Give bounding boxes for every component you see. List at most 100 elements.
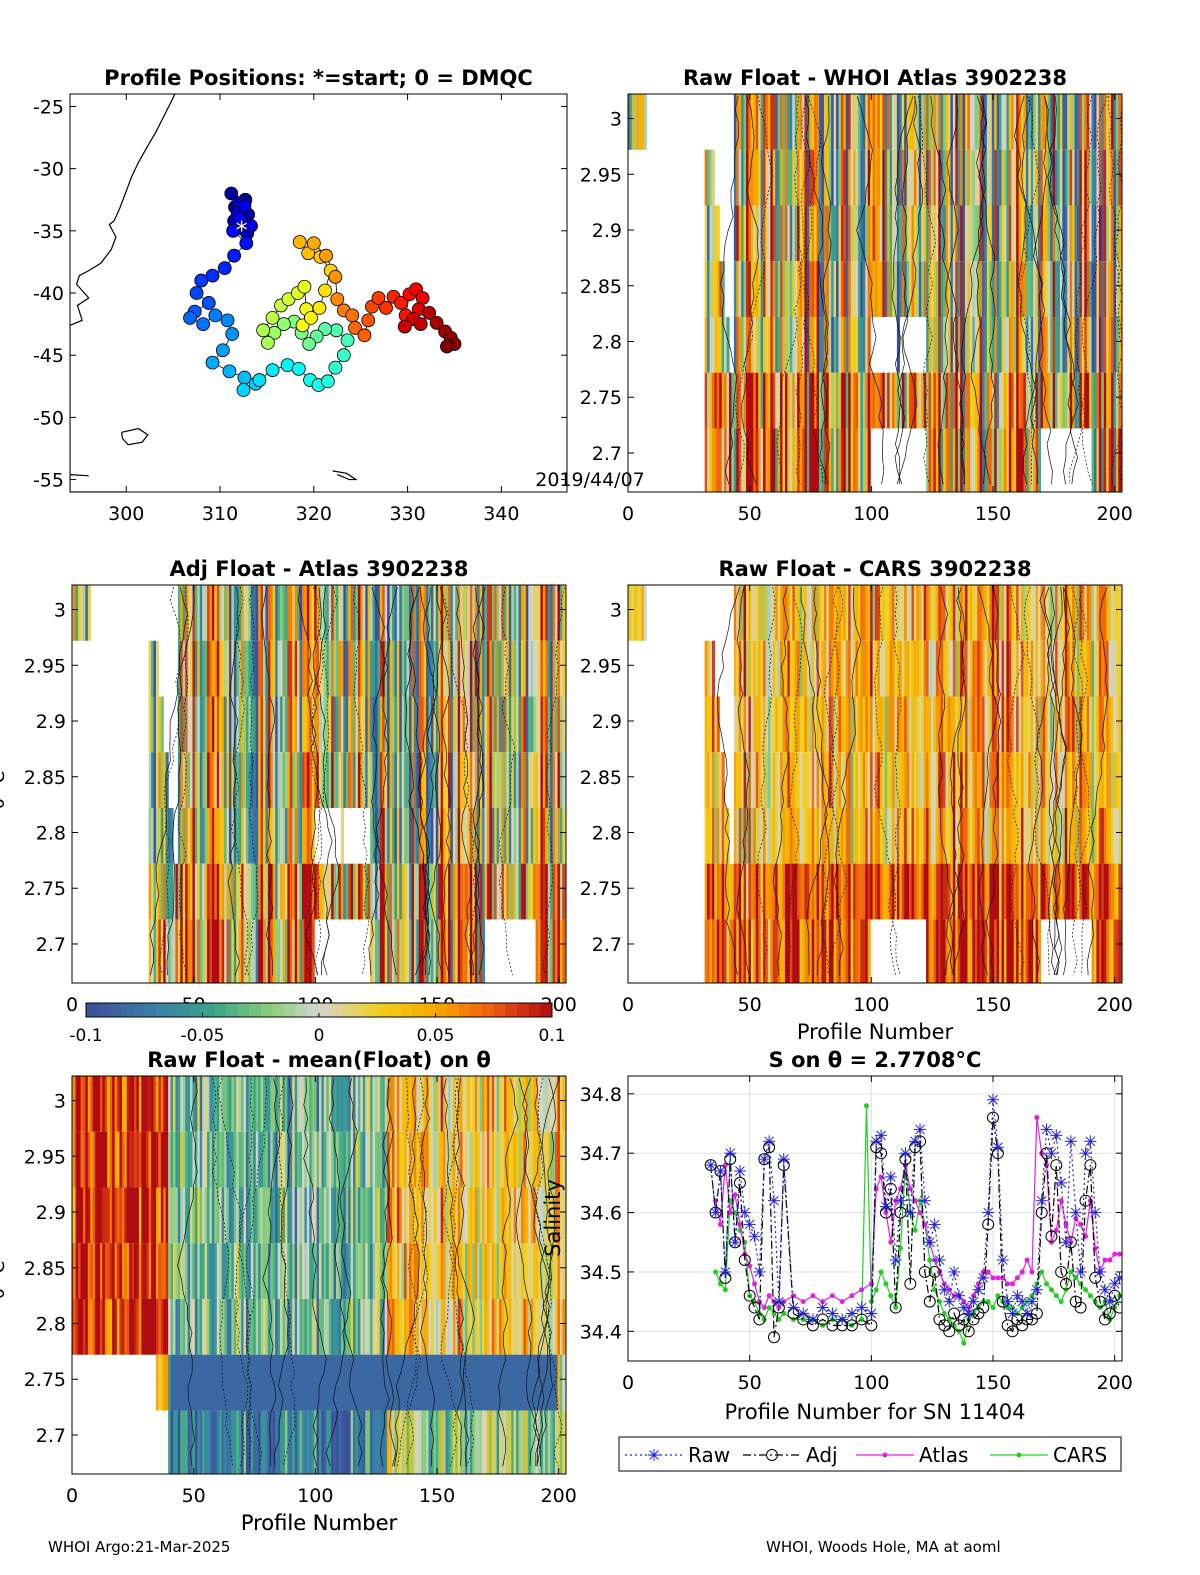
heatmap-cell [187, 1076, 191, 1132]
heatmap-cell [82, 1131, 86, 1188]
heatmap-cell [559, 696, 563, 753]
heatmap-cell [467, 919, 471, 983]
heatmap-cell [1111, 428, 1115, 492]
heatmap-cell [148, 1076, 152, 1132]
heatmap-cell [1033, 428, 1037, 492]
heatmap-cell [216, 863, 220, 920]
heatmap-cell [323, 863, 327, 920]
heatmap-cell [423, 1410, 427, 1474]
heatmap-cell [406, 1410, 410, 1474]
heatmap-cell [134, 1298, 138, 1355]
profile-marker [256, 323, 271, 338]
heatmap-cell [287, 863, 291, 920]
heatmap-cell [304, 1354, 308, 1411]
y-tick-label: 2.7 [592, 443, 622, 465]
heatmap-cell [297, 1076, 301, 1132]
heatmap-cell [1047, 585, 1051, 641]
heatmap-cell [758, 640, 762, 697]
heatmap-cell [999, 807, 1003, 864]
heatmap-cell [97, 1076, 101, 1132]
heatmap-cell [185, 640, 189, 697]
heatmap-cell [857, 149, 861, 206]
heatmap-cell [465, 1187, 469, 1244]
heatmap-cell [309, 1298, 313, 1355]
heatmap-cell [382, 863, 386, 920]
heatmap-cell [809, 585, 813, 641]
heatmap-cell [207, 1131, 211, 1188]
heatmap-cell [438, 1243, 442, 1299]
heatmap-cell [1103, 640, 1107, 697]
heatmap-cell [755, 261, 759, 317]
heatmap-cell [452, 1298, 456, 1355]
profile-marker [226, 223, 241, 238]
heatmap-cell [989, 696, 993, 753]
heatmap-cell [899, 149, 903, 206]
heatmap-cell [982, 261, 986, 317]
heatmap-cell [160, 1298, 164, 1355]
heatmap-cell [221, 1076, 225, 1132]
heatmap-cell [709, 807, 713, 864]
heatmap-cell [306, 807, 310, 864]
heatmap-cell [501, 640, 505, 697]
heatmap-cell [1008, 205, 1012, 262]
heatmap-cell [782, 94, 786, 150]
heatmap-cell [182, 919, 186, 983]
heatmap-cell [394, 1298, 398, 1355]
heatmap-cell [231, 1243, 235, 1299]
profile-marker [318, 283, 332, 298]
heatmap-cell [865, 372, 869, 429]
heatmap-cell [129, 1298, 133, 1355]
heatmap-cell [214, 1354, 218, 1411]
heatmap-cell [180, 752, 184, 808]
heatmap-cell [443, 585, 447, 641]
chart-title: Raw Float - WHOI Atlas 3902238 [683, 66, 1067, 90]
heatmap-cell [792, 696, 796, 753]
heatmap-cell [758, 585, 762, 641]
heatmap-cell [1072, 640, 1076, 697]
heatmap-cell [494, 1187, 498, 1244]
heatmap-cell [423, 1298, 427, 1355]
heatmap-cell [545, 807, 549, 864]
heatmap-cell [180, 585, 184, 641]
heatmap-cell [421, 1187, 425, 1244]
heatmap-cell [348, 1298, 352, 1355]
heatmap-cell [1098, 94, 1102, 150]
heatmap-cell [542, 752, 546, 808]
heatmap-cell [199, 863, 203, 920]
heatmap-cell [967, 428, 971, 492]
heatmap-cell [1115, 94, 1119, 150]
heatmap-cell [447, 1354, 452, 1411]
heatmap-cell [916, 696, 920, 753]
heatmap-cell [643, 585, 647, 641]
heatmap-cell [760, 94, 764, 150]
heatmap-cell [241, 585, 245, 641]
heatmap-cell [1106, 94, 1110, 150]
heatmap-cell [1062, 640, 1066, 697]
heatmap-cell [1062, 94, 1066, 150]
heatmap-cell [709, 428, 713, 492]
heatmap-cell [821, 696, 825, 753]
heatmap-cell [909, 94, 913, 150]
heatmap-cell [319, 696, 323, 753]
heatmap-cell [360, 585, 364, 641]
heatmap-cell [396, 1298, 400, 1355]
heatmap-cell [860, 807, 864, 864]
heatmap-cell [542, 1187, 546, 1244]
heatmap-cell [423, 807, 427, 864]
heatmap-cell [828, 585, 832, 641]
heatmap-cell [99, 1243, 104, 1299]
heatmap-cell [289, 1187, 293, 1244]
heatmap-cell [496, 1298, 500, 1355]
heatmap-cell [750, 640, 754, 697]
heatmap-cell [141, 1243, 145, 1299]
heatmap-cell [319, 1410, 323, 1474]
heatmap-cell [1094, 205, 1098, 262]
heatmap-cell [833, 807, 837, 864]
heatmap-cell [151, 1187, 155, 1244]
heatmap-cell [447, 1243, 452, 1299]
profile-marker [239, 236, 254, 251]
heatmap-cell [460, 1354, 464, 1411]
heatmap-cell [872, 205, 876, 262]
y-tick-label: 2.75 [580, 878, 622, 900]
heatmap-cell [190, 919, 194, 983]
